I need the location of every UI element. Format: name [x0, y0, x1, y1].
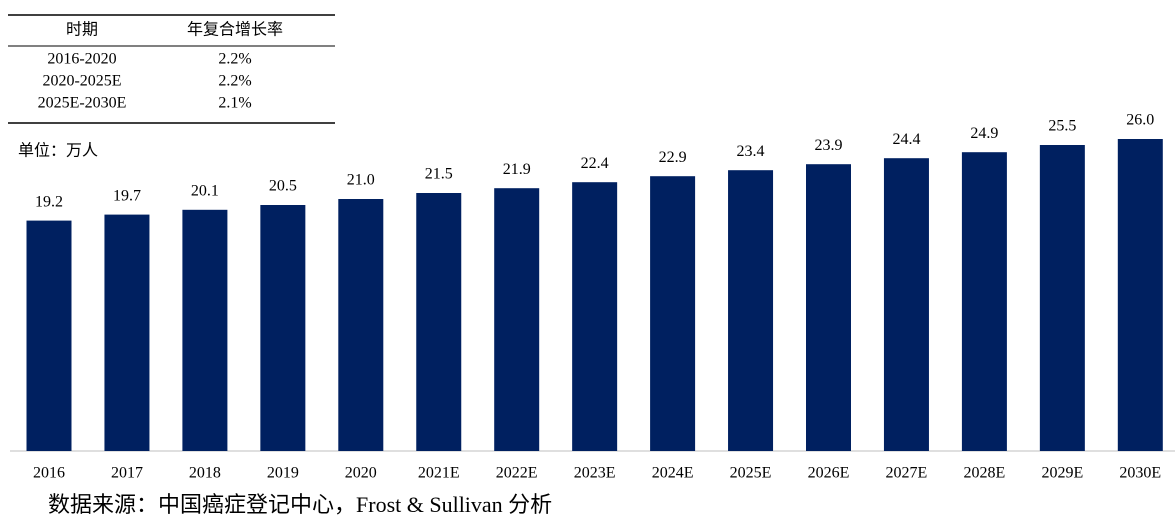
x-tick-label: 2025E — [730, 465, 772, 482]
value-label: 25.5 — [1048, 118, 1076, 135]
x-tick-label: 2018 — [189, 465, 221, 482]
unit-label: 单位：万人 — [18, 142, 98, 160]
x-tick-label: 2021E — [418, 465, 460, 482]
value-label: 20.1 — [191, 182, 219, 199]
table-cell: 2.2% — [218, 73, 251, 90]
table-cell: 2.2% — [218, 51, 251, 68]
table-cell: 2020-2025E — [42, 73, 121, 90]
x-tick-label: 2020 — [345, 465, 377, 482]
x-tick-label: 2019 — [267, 465, 299, 482]
bar — [961, 152, 1007, 451]
x-tick-label: 2026E — [808, 465, 850, 482]
value-label: 24.9 — [970, 125, 998, 142]
x-tick-label: 2027E — [886, 465, 928, 482]
bar — [494, 188, 540, 451]
value-label: 21.5 — [425, 166, 453, 183]
table-cell: 2.1% — [218, 95, 251, 112]
x-tick-label: 2023E — [574, 465, 616, 482]
x-tick-label: 2030E — [1119, 465, 1161, 482]
bar — [260, 205, 306, 451]
x-tick-label: 2029E — [1041, 465, 1083, 482]
value-label: 22.9 — [659, 149, 687, 166]
bar — [728, 170, 774, 451]
value-label: 24.4 — [892, 131, 920, 148]
value-label: 22.4 — [581, 155, 609, 172]
x-tick-label: 2017 — [111, 465, 143, 482]
table-header: 时期 — [66, 21, 98, 39]
bar — [1117, 139, 1163, 451]
bar — [416, 193, 462, 451]
value-label: 19.2 — [35, 193, 63, 210]
bar — [1039, 145, 1085, 451]
bar — [338, 199, 384, 451]
source-note: 数据来源：中国癌症登记中心，Frost & Sullivan 分析 — [48, 492, 552, 517]
x-tick-label: 2028E — [964, 465, 1006, 482]
value-label: 23.9 — [815, 137, 843, 154]
value-label: 19.7 — [113, 187, 141, 204]
table-header: 年复合增长率 — [187, 21, 283, 39]
bar — [572, 182, 618, 451]
bar — [104, 214, 150, 451]
bar — [26, 220, 72, 451]
value-label: 20.5 — [269, 178, 297, 195]
bar — [650, 176, 696, 451]
value-label: 21.9 — [503, 161, 531, 178]
bar — [883, 158, 929, 451]
x-tick-label: 2016 — [33, 465, 65, 482]
value-label: 21.0 — [347, 172, 375, 189]
x-tick-label: 2024E — [652, 465, 694, 482]
value-label: 26.0 — [1126, 112, 1154, 129]
bar — [806, 164, 851, 451]
table-cell: 2016-2020 — [47, 51, 116, 68]
table-cell: 2025E-2030E — [38, 95, 127, 112]
value-label: 23.4 — [737, 143, 765, 160]
x-tick-label: 2022E — [496, 465, 538, 482]
bar — [182, 209, 228, 451]
